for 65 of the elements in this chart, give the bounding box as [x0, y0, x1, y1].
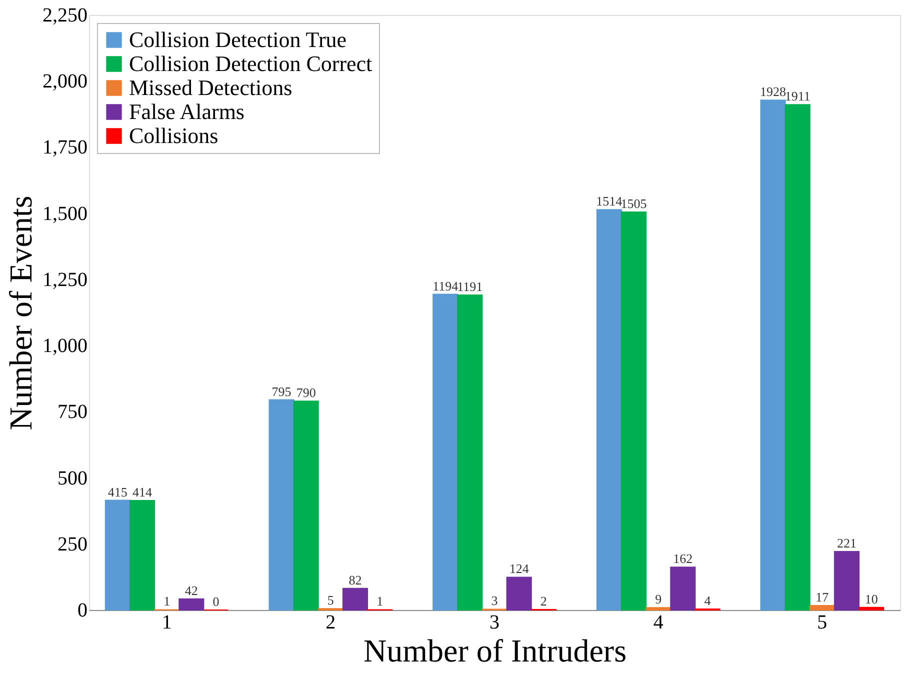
bar — [620, 212, 647, 610]
legend-label: Missed Detections — [129, 75, 292, 100]
x-tick-label: 3 — [490, 612, 500, 634]
y-tick-label: 1,750 — [42, 136, 88, 159]
x-tick-label: 4 — [653, 612, 664, 634]
data-label: 4 — [704, 592, 712, 608]
y-tick-label: 2,250 — [42, 4, 88, 26]
data-label: 1191 — [457, 279, 483, 294]
data-label: 795 — [272, 384, 292, 399]
legend-label: Collisions — [129, 123, 218, 148]
x-tick-label: 2 — [326, 612, 336, 634]
bar — [293, 400, 319, 610]
bar — [809, 605, 835, 610]
y-tick-label: 500 — [58, 467, 88, 490]
data-label: 1 — [164, 594, 170, 609]
data-label: 1 — [376, 594, 384, 609]
bar — [596, 209, 622, 610]
bar — [342, 588, 368, 610]
data-label: 124 — [509, 561, 530, 576]
y-tick-label: 0 — [78, 600, 88, 622]
data-label: 9 — [655, 592, 662, 607]
data-label: 5 — [327, 592, 334, 608]
y-tick-label: 750 — [58, 401, 88, 424]
data-label: 414 — [132, 484, 152, 500]
bar — [457, 294, 483, 610]
legend-label: Collision Detection Correct — [129, 51, 372, 76]
bar — [834, 551, 860, 610]
legend-label: Collision Detection True — [129, 27, 347, 52]
data-label: 3 — [491, 593, 498, 608]
data-label: 10 — [864, 591, 878, 606]
data-label: 1505 — [620, 196, 647, 212]
bar — [129, 500, 156, 610]
bar — [178, 598, 204, 610]
bar — [268, 399, 294, 610]
y-tick-label: 1,000 — [42, 335, 88, 358]
bar — [670, 566, 696, 610]
data-label: 42 — [184, 582, 198, 598]
y-tick-label: 1,250 — [42, 268, 88, 291]
data-label: 1194 — [432, 278, 459, 294]
bar — [784, 104, 810, 610]
data-label: 415 — [108, 484, 128, 500]
data-label: 790 — [296, 385, 316, 400]
y-tick-label: 250 — [58, 533, 88, 556]
data-label: 2 — [540, 593, 547, 608]
bar — [506, 576, 532, 610]
bar — [760, 100, 786, 610]
bar — [104, 500, 130, 610]
data-label: 221 — [837, 536, 857, 551]
x-axis-title: Number of Intruders — [363, 632, 627, 668]
data-label: 1928 — [760, 84, 786, 100]
y-tick-label: 2,000 — [42, 70, 88, 93]
bar — [858, 606, 884, 610]
y-axis-title: Number of Events — [2, 196, 38, 430]
x-tick-label: 5 — [817, 612, 828, 634]
y-tick-label: 1,500 — [42, 202, 88, 225]
data-label: 1514 — [596, 194, 623, 209]
data-label: 17 — [816, 590, 830, 605]
data-label: 0 — [212, 594, 220, 609]
data-label: 1911 — [784, 88, 810, 104]
bar — [646, 607, 672, 610]
legend-label: False Alarms — [129, 99, 244, 124]
data-label: 82 — [348, 572, 362, 588]
bar — [432, 294, 458, 610]
x-tick-label: 1 — [162, 612, 172, 634]
data-label: 162 — [673, 551, 693, 566]
